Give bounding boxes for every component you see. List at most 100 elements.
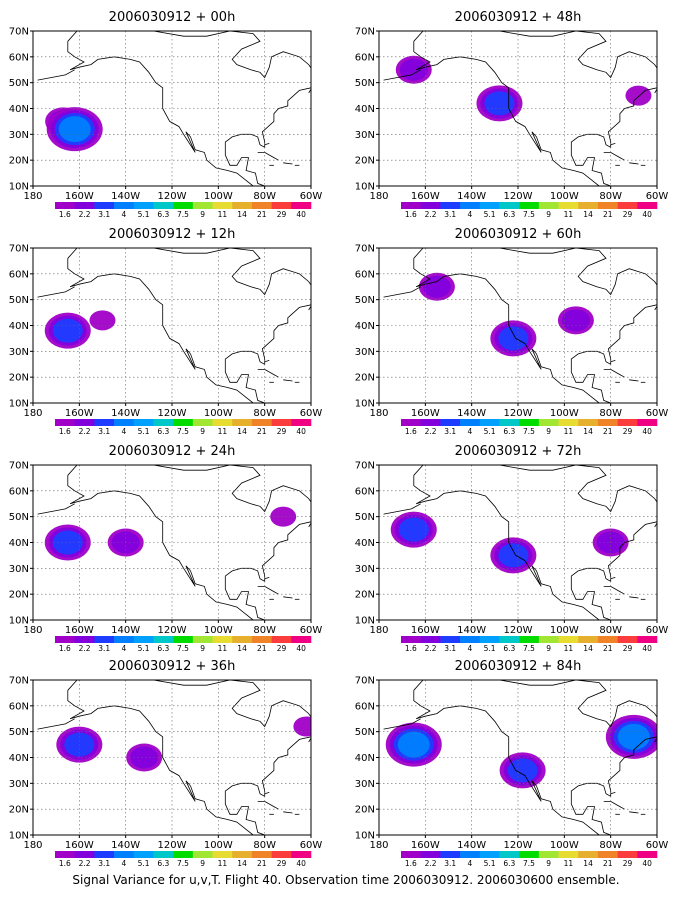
x-tick-label: 140W: [457, 625, 486, 636]
x-tick-label: 160W: [411, 840, 440, 851]
colorbar-swatch: [153, 636, 174, 643]
x-tick-label: 60W: [300, 840, 323, 851]
coastline-west: [67, 690, 254, 835]
colorbar-swatch: [114, 636, 135, 643]
colorbar-label: 3.1: [98, 427, 110, 436]
y-tick-label: 70N: [9, 244, 29, 255]
colorbar-swatch: [420, 851, 441, 858]
variance-blob: [625, 85, 652, 106]
x-tick-label: 140W: [111, 840, 140, 851]
island: [257, 368, 279, 378]
colorbar-label: 4: [122, 427, 127, 436]
y-tick-label: 10N: [9, 399, 29, 410]
colorbar-label: 3.1: [444, 644, 456, 653]
map-panel-3: 2006030912 + 24h 180 160W 140W 120W 100W 80W 60…: [9, 444, 323, 653]
colorbar-swatch: [212, 851, 233, 858]
colorbar-label: 2.2: [79, 210, 91, 219]
y-tick-label: 50N: [9, 727, 29, 738]
colorbar: 1.6 2.2 3.1 4 5.1 6.3 7.5 9 11 14 21 29 40: [401, 419, 658, 436]
y-tick-label: 10N: [9, 182, 29, 193]
island: [37, 286, 75, 298]
colorbar-swatch: [114, 851, 135, 858]
colorbar-label: 21: [603, 210, 613, 219]
colorbar-swatch: [153, 419, 174, 426]
x-tick-label: 100W: [550, 625, 579, 636]
colorbar-label: 2.2: [425, 644, 437, 653]
variance-blob: [52, 530, 83, 555]
island: [659, 513, 673, 525]
colorbar-swatch: [173, 636, 194, 643]
x-tick-label: 80W: [599, 840, 622, 851]
y-tick-label: 40N: [9, 321, 29, 332]
colorbar-swatch: [401, 851, 421, 858]
colorbar-label: 3.1: [98, 210, 110, 219]
variance-blob: [498, 326, 529, 351]
x-tick-label: 120W: [504, 408, 533, 419]
colorbar-label: 2.2: [79, 859, 91, 868]
colorbar-swatch: [538, 202, 559, 209]
y-tick-label: 10N: [355, 182, 375, 193]
colorbar-label: 5.1: [484, 427, 496, 436]
colorbar-label: 40: [642, 859, 652, 868]
gridlines: [33, 465, 311, 620]
colorbar-label: 14: [583, 427, 593, 436]
colorbar-label: 14: [583, 210, 593, 219]
colorbar-label: 2.2: [425, 859, 437, 868]
colorbar-label: 3.1: [98, 859, 110, 868]
colorbar-swatch: [420, 202, 441, 209]
y-tick-label: 70N: [355, 244, 375, 255]
colorbar-label: 7.5: [523, 427, 535, 436]
colorbar-swatch: [499, 202, 520, 209]
colorbar-label: 5.1: [138, 859, 150, 868]
colorbar-swatch: [55, 636, 75, 643]
y-tick-label: 40N: [9, 753, 29, 764]
map-panel-2: 2006030912 + 12h 180 160W 140W 120W 100W 80W 60…: [9, 227, 323, 436]
coastline-west: [413, 41, 600, 186]
colorbar-label: 14: [583, 859, 593, 868]
variance-blob: [397, 731, 430, 758]
colorbar-label: 6.3: [503, 210, 515, 219]
colorbar-swatch: [440, 851, 461, 858]
colorbar-label: 1.6: [405, 859, 417, 868]
gridlines: [33, 680, 311, 835]
variance-blob: [130, 746, 159, 769]
colorbar-label: 40: [296, 210, 306, 219]
island: [313, 728, 327, 740]
colorbar-label: 40: [642, 210, 652, 219]
colorbar-swatch: [212, 202, 233, 209]
colorbar-swatch: [617, 851, 638, 858]
y-tick-label: 30N: [355, 130, 375, 141]
colorbar-label: 29: [277, 859, 287, 868]
colorbar-swatch: [597, 636, 618, 643]
colorbar-swatch: [597, 202, 618, 209]
y-tick-label: 60N: [9, 486, 29, 497]
x-tick-label: 120W: [158, 625, 187, 636]
island: [603, 586, 625, 595]
colorbar-label: 29: [277, 644, 287, 653]
variance-field: [385, 714, 657, 789]
colorbar-label: 6.3: [157, 644, 169, 653]
colorbar-swatch: [637, 419, 658, 426]
colorbar-swatch: [192, 202, 213, 209]
variance-blob: [58, 116, 91, 143]
gridlines: [379, 248, 657, 403]
colorbar-swatch: [578, 419, 599, 426]
variance-blob: [270, 506, 297, 527]
y-tick-label: 60N: [355, 486, 375, 497]
x-tick-label: 160W: [65, 625, 94, 636]
y-tick-label: 20N: [355, 590, 375, 601]
colorbar-label: 29: [623, 859, 633, 868]
y-tick-label: 30N: [355, 564, 375, 575]
colorbar-swatch: [251, 419, 272, 426]
y-tick-label: 40N: [355, 538, 375, 549]
y-tick-label: 20N: [9, 373, 29, 384]
y-tick-label: 50N: [355, 512, 375, 523]
coastline: [37, 680, 327, 835]
y-tick-label: 50N: [9, 295, 29, 306]
colorbar-swatch: [114, 419, 135, 426]
panel-title: 2006030912 + 60h: [455, 227, 582, 242]
colorbar-swatch: [617, 636, 638, 643]
panel-title: 2006030912 + 00h: [109, 10, 236, 25]
colorbar-label: 9: [200, 859, 205, 868]
colorbar-swatch: [519, 636, 540, 643]
